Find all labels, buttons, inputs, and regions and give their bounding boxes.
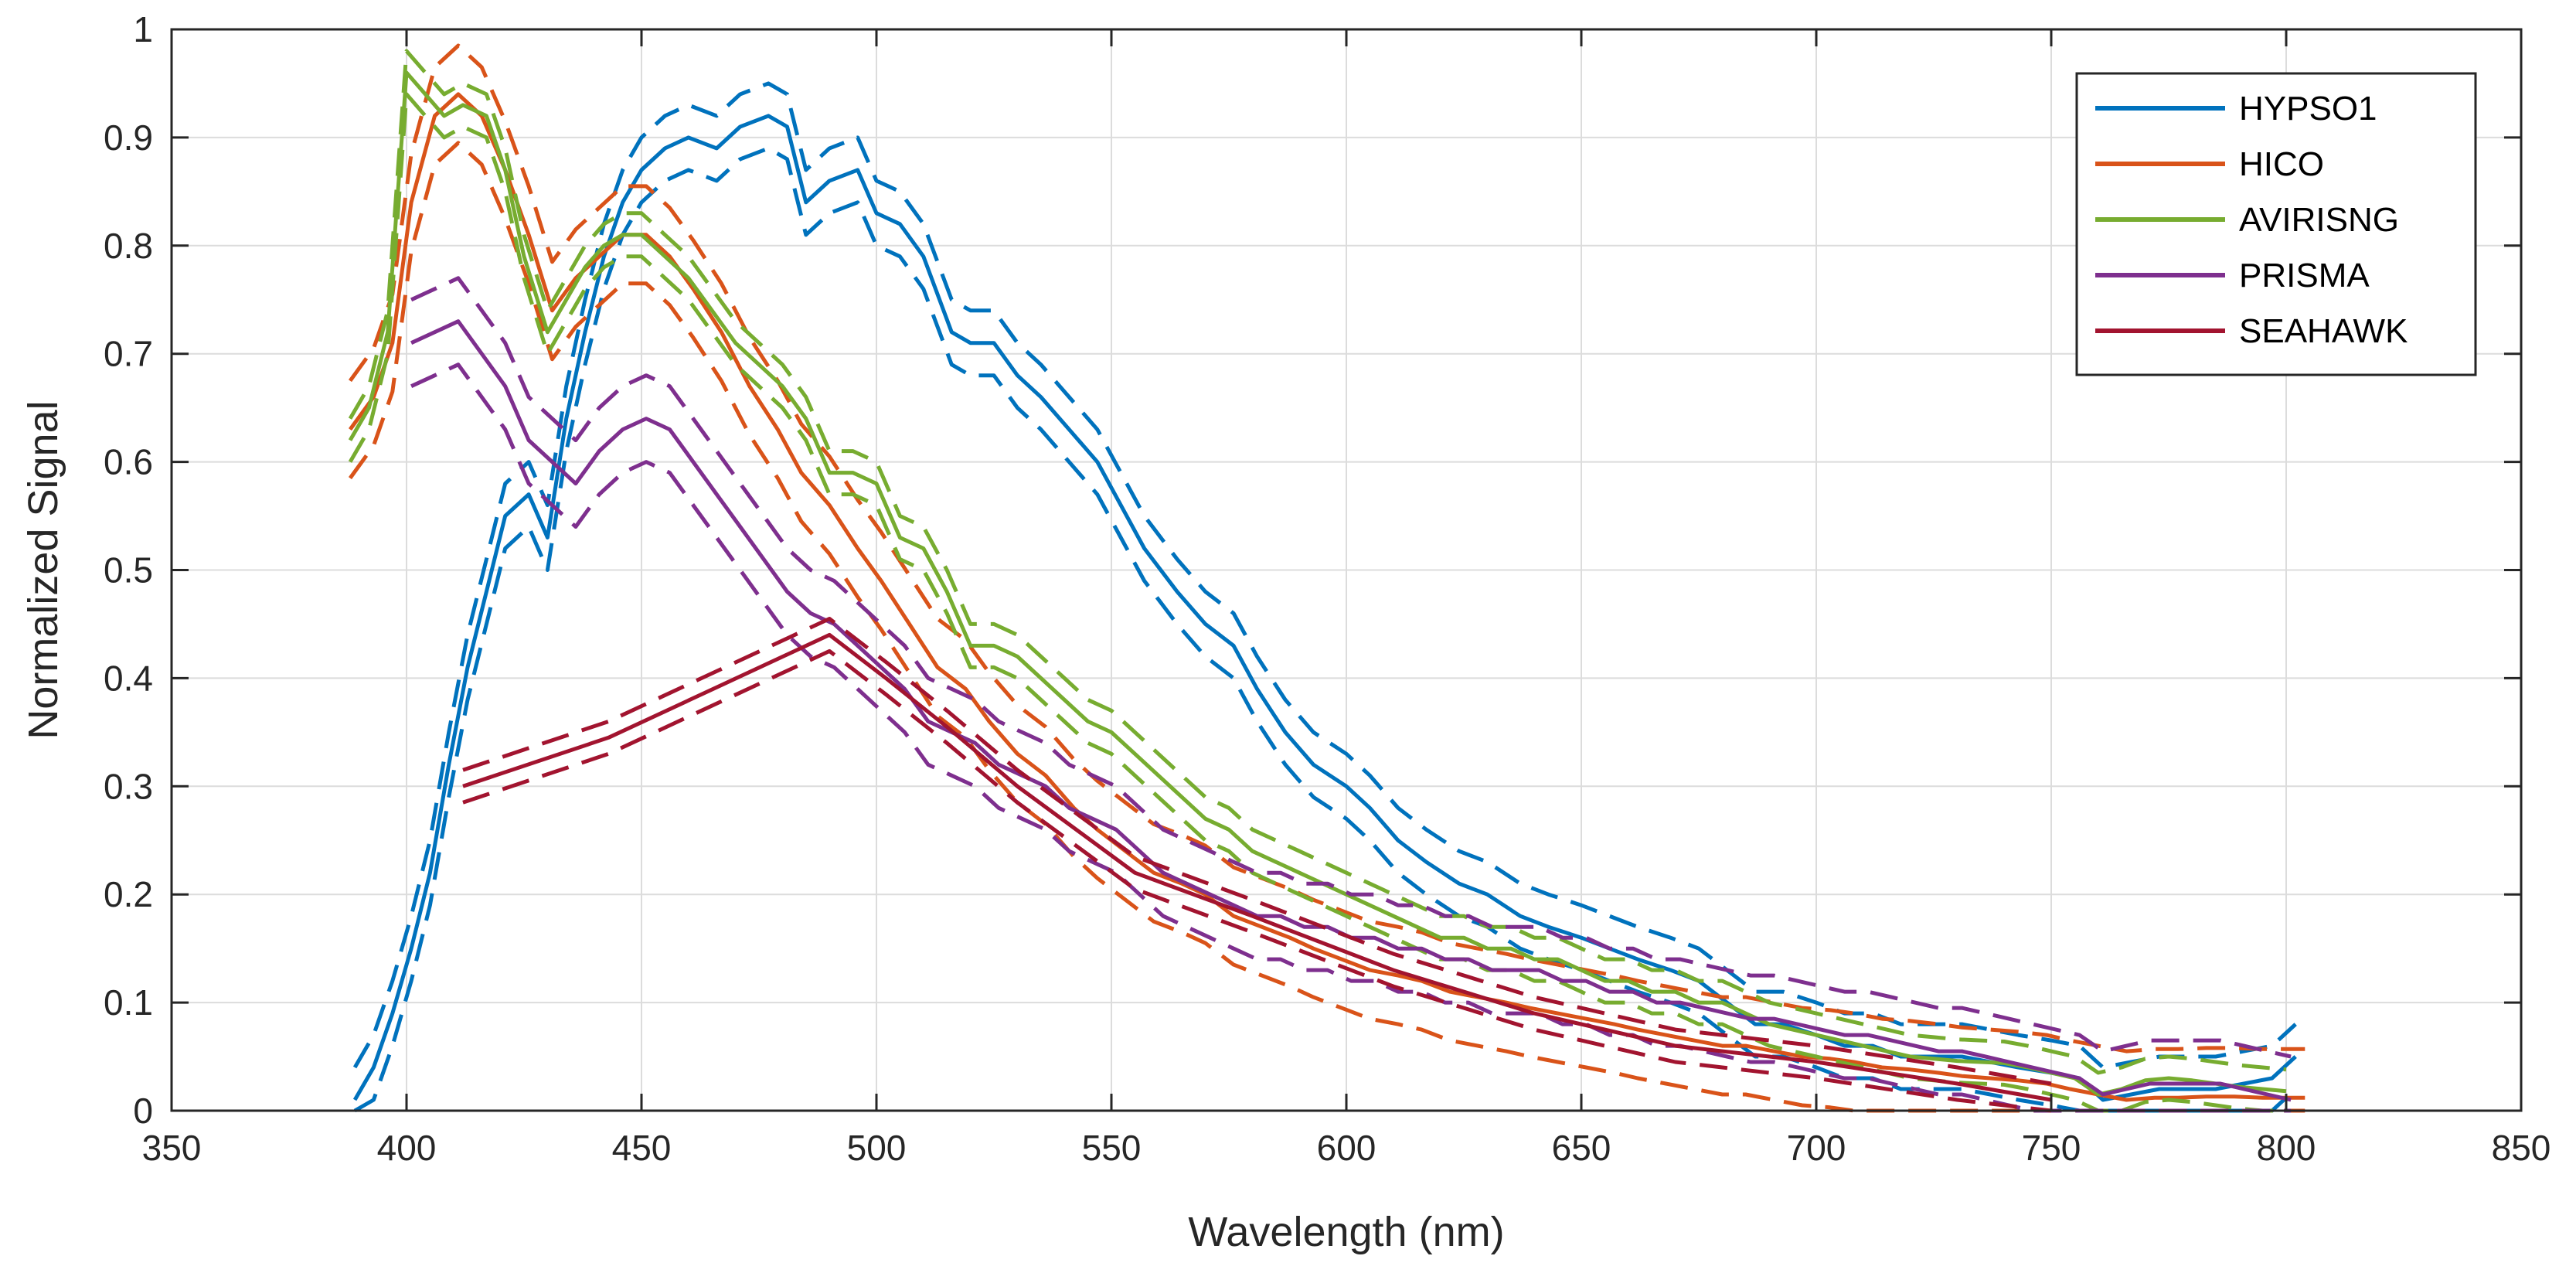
series-line	[352, 114, 2297, 1102]
legend-label: HYPSO1	[2239, 90, 2377, 128]
x-tick-label: 650	[1552, 1128, 1611, 1168]
series-line	[462, 632, 2052, 1102]
x-axis-label: Wavelength (nm)	[1188, 1209, 1504, 1255]
x-tick-label: 850	[2492, 1128, 2551, 1168]
y-tick-label: 0.5	[104, 550, 153, 591]
x-tick-label: 700	[1787, 1128, 1846, 1168]
y-tick-label: 0.4	[104, 658, 153, 698]
x-tick-label: 450	[612, 1128, 672, 1168]
series-upper-bound	[352, 81, 2297, 1070]
y-tick-label: 0.8	[104, 226, 153, 266]
y-tick-label: 0	[133, 1091, 153, 1131]
series-avirisng	[348, 49, 2287, 1113]
series-group	[348, 43, 2305, 1113]
series-hypso1	[352, 81, 2297, 1113]
y-tick-label: 0.9	[104, 117, 153, 158]
x-tick-label: 400	[377, 1128, 437, 1168]
x-tick-label: 600	[1317, 1128, 1376, 1168]
legend-label: HICO	[2239, 145, 2324, 183]
x-tick-label: 800	[2257, 1128, 2316, 1168]
y-tick-label: 0.7	[104, 334, 153, 374]
series-seahawk	[462, 617, 2052, 1113]
y-tick-label: 0.3	[104, 766, 153, 806]
y-tick-label: 0.1	[104, 982, 153, 1023]
y-tick-label: 1	[133, 9, 153, 49]
legend: HYPSO1 HICO AVIRISNG PRISMA SEAHAWK	[2075, 72, 2477, 376]
tick-labels: 350 400 450 500 550 600 650 700 750 800 850 0 0.1 0.2…	[104, 9, 2550, 1168]
legend-box	[2075, 72, 2477, 376]
legend-label: SEAHAWK	[2239, 312, 2408, 350]
y-axis-label: Normalized Signal	[20, 400, 66, 739]
series-lower-bound	[410, 362, 2292, 1113]
series-lower-bound	[353, 146, 2297, 1113]
legend-label: AVIRISNG	[2239, 201, 2399, 239]
x-tick-label: 750	[2022, 1128, 2081, 1168]
tick-marks	[170, 28, 2523, 1112]
legend-label: PRISMA	[2239, 257, 2370, 294]
series-upper-bound	[410, 276, 2292, 1059]
x-tick-label: 500	[847, 1128, 907, 1168]
series-lower-bound	[462, 648, 2052, 1113]
y-tick-label: 0.6	[104, 442, 153, 482]
y-tick-label: 0.2	[104, 874, 153, 914]
series-line	[348, 70, 2287, 1097]
x-tick-label: 550	[1082, 1128, 1142, 1168]
x-tick-label: 350	[142, 1128, 202, 1168]
series-upper-bound	[462, 617, 2052, 1086]
